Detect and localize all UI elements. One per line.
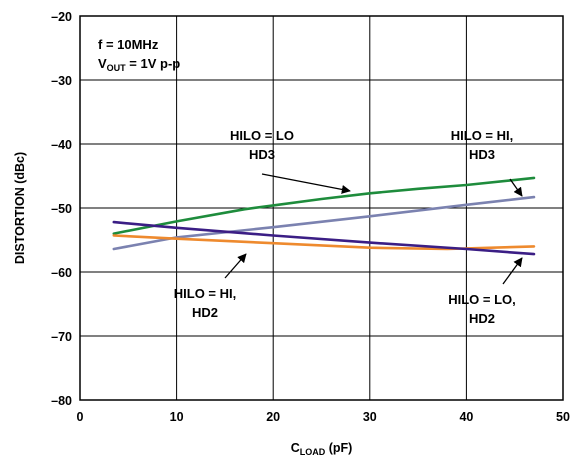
x-tick-label: 50 xyxy=(556,410,570,424)
x-tick-label: 10 xyxy=(170,410,184,424)
series-line-hilo-lo-hd2 xyxy=(112,220,536,256)
y-tick-label: –50 xyxy=(51,202,72,216)
y-tick-label: –30 xyxy=(51,74,72,88)
annotation-text: HD3 xyxy=(249,147,275,162)
annotation-arrow xyxy=(224,253,247,279)
annotation-text: HD2 xyxy=(469,311,495,326)
annotation-arrow xyxy=(261,173,351,194)
x-tick-label: 30 xyxy=(363,410,377,424)
x-axis-label: CLOAD (pF) xyxy=(291,441,353,457)
y-tick-label: –40 xyxy=(51,138,72,152)
annotation-hilo-hi-hd2: HILO = HI, HD2 xyxy=(174,253,247,320)
annotation-arrow xyxy=(509,178,523,197)
annotation-hilo-lo-hd3: HILO = LO HD3 xyxy=(230,128,351,194)
annotation-text: HILO = HI, xyxy=(174,286,236,301)
y-axis-label: DISTORTION (dBc) xyxy=(13,152,27,264)
plot-frame xyxy=(79,15,564,401)
series-line-hilo-lo-hd3 xyxy=(112,176,536,235)
condition-vout: VOUT = 1V p-p xyxy=(98,56,180,73)
annotation-hilo-hi-hd3: HILO = HI, HD3 xyxy=(451,128,523,197)
y-tick-label: –60 xyxy=(51,266,72,280)
annotation-hilo-lo-hd2: HILO = LO, HD2 xyxy=(448,257,523,326)
y-tick-label: –20 xyxy=(51,10,72,24)
annotation-text: HILO = HI, xyxy=(451,128,513,143)
grid xyxy=(80,16,563,400)
y-tick-label: –80 xyxy=(51,394,72,408)
annotation-text: HILO = LO, xyxy=(448,292,516,307)
annotation-text: HD2 xyxy=(192,305,218,320)
x-tick-label: 20 xyxy=(266,410,280,424)
x-tick-label: 0 xyxy=(77,410,84,424)
x-tick-label: 40 xyxy=(459,410,473,424)
annotation-arrow xyxy=(502,257,523,285)
condition-frequency: f = 10MHz xyxy=(98,37,159,52)
annotation-text: HD3 xyxy=(469,147,495,162)
y-tick-label: –70 xyxy=(51,330,72,344)
annotation-text: HILO = LO xyxy=(230,128,294,143)
